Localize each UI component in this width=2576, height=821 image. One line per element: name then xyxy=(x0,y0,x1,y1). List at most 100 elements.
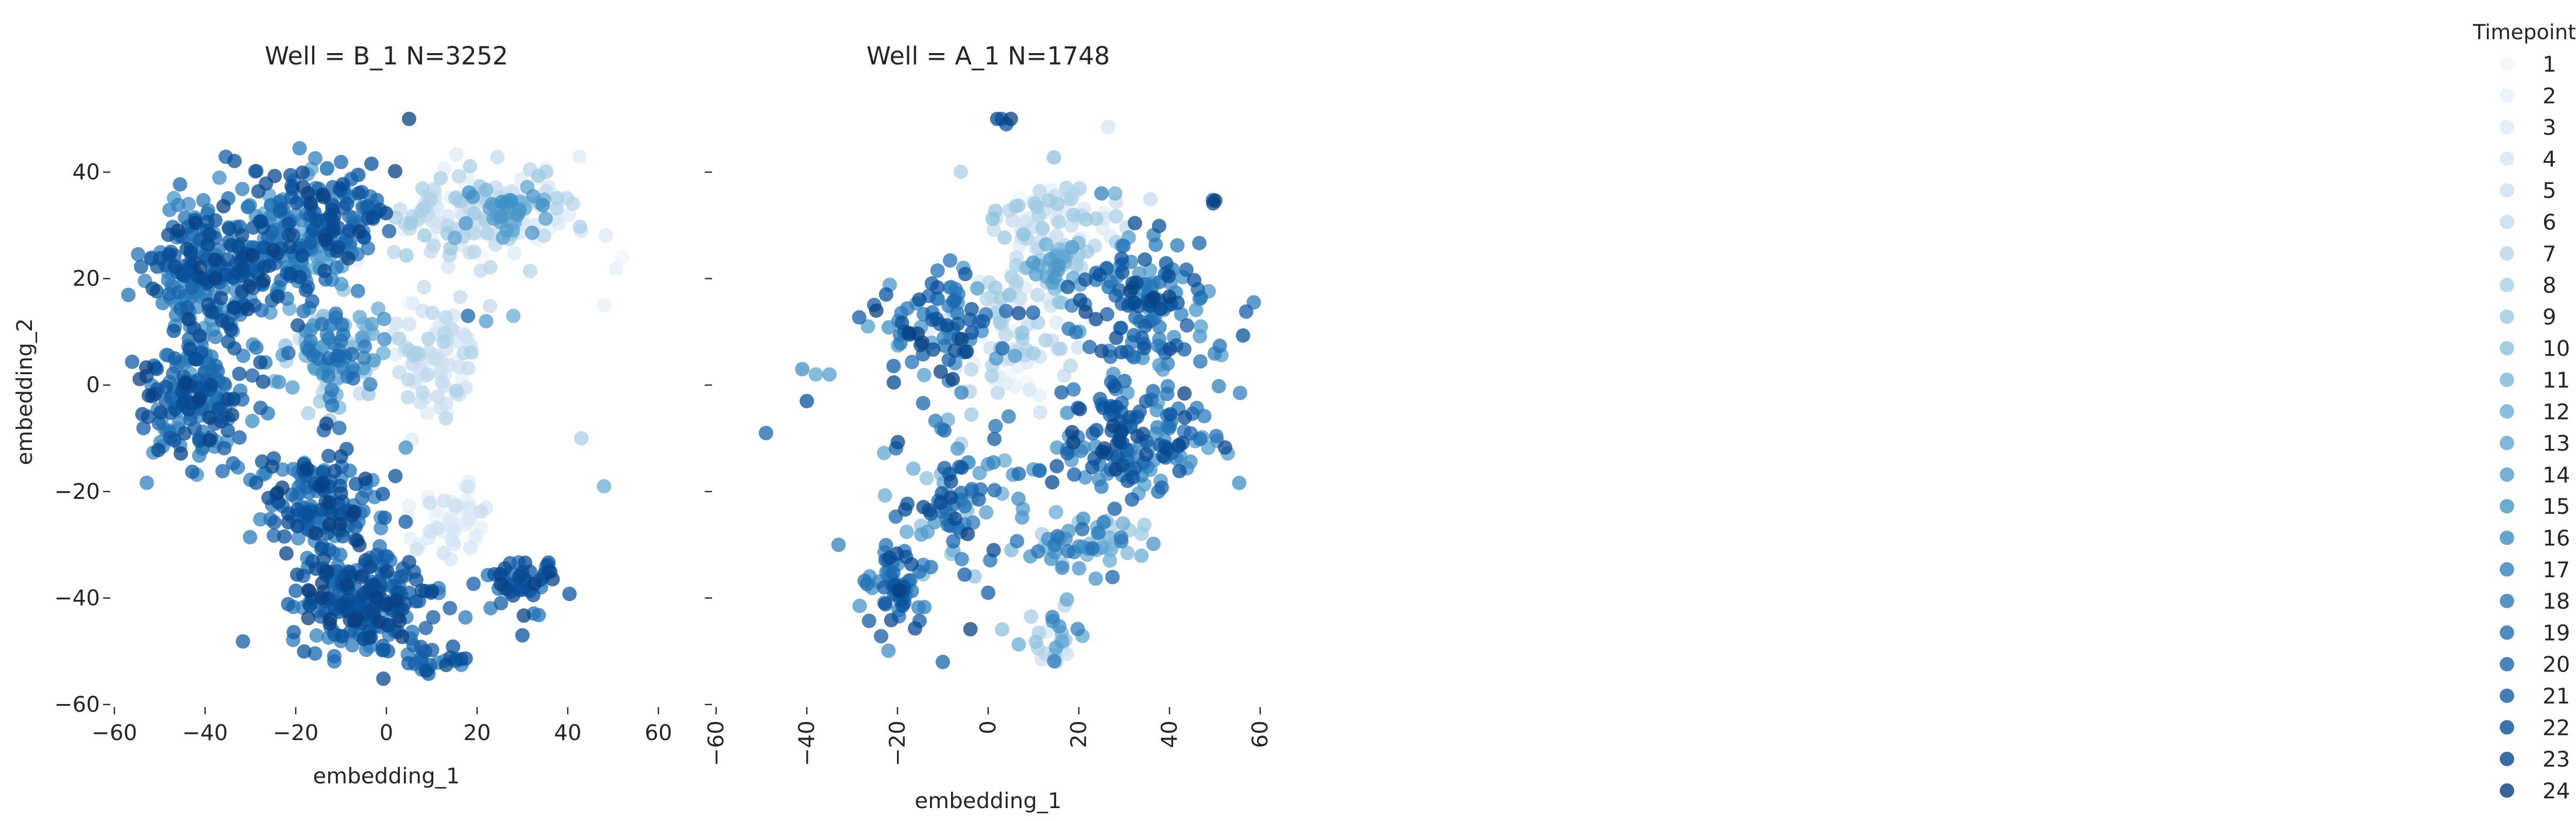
scatter-point xyxy=(256,273,271,288)
scatter-point xyxy=(1160,442,1175,457)
scatter-point xyxy=(301,406,316,421)
scatter-point xyxy=(139,360,154,375)
scatter-point xyxy=(312,479,327,494)
scatter-point xyxy=(1047,270,1062,285)
scatter-point xyxy=(857,574,872,589)
scatter-point xyxy=(217,441,232,456)
scatter-point xyxy=(1060,446,1075,461)
scatter-point xyxy=(333,516,348,531)
legend-label: 6 xyxy=(2543,210,2556,235)
scatter-point xyxy=(436,545,451,560)
scatter-point xyxy=(1189,303,1204,317)
scatter-point xyxy=(321,448,336,463)
scatter-point xyxy=(281,597,296,612)
scatter-point xyxy=(302,598,317,613)
scatter-point xyxy=(494,596,509,611)
scatter-point xyxy=(1146,537,1161,551)
scatter-point xyxy=(916,396,930,411)
scatter-point xyxy=(309,526,324,541)
scatter-point xyxy=(495,194,510,209)
scatter-point xyxy=(212,170,227,185)
scatter-point xyxy=(439,658,453,673)
scatter-point xyxy=(377,510,392,525)
scatter-point xyxy=(388,468,403,483)
x-tick-label: 0 xyxy=(380,720,394,745)
scatter-point xyxy=(202,410,217,425)
scatter-point xyxy=(420,367,435,382)
scatter-point xyxy=(272,375,286,390)
scatter-point xyxy=(265,459,280,474)
scatter-point xyxy=(162,203,177,217)
scatter-point xyxy=(403,216,418,231)
scatter-point xyxy=(1065,240,1080,255)
scatter-point xyxy=(266,243,281,258)
scatter-point xyxy=(1138,319,1153,333)
scatter-point xyxy=(289,195,304,210)
scatter-point xyxy=(430,389,445,404)
scatter-point xyxy=(506,308,521,323)
scatter-point xyxy=(316,584,331,599)
scatter-point xyxy=(1069,258,1084,273)
scatter-point xyxy=(350,167,365,182)
scatter-point xyxy=(1239,304,1253,319)
scatter-point xyxy=(301,343,316,358)
scatter-point xyxy=(531,169,546,183)
scatter-point xyxy=(245,248,260,263)
scatter-point xyxy=(167,259,182,274)
scatter-point xyxy=(1064,192,1079,207)
scatter-point xyxy=(943,253,958,268)
scatter-point xyxy=(435,375,450,390)
scatter-point xyxy=(1179,262,1194,277)
scatter-point xyxy=(1208,193,1223,208)
scatter-point xyxy=(1089,423,1104,438)
scatter-point xyxy=(1114,345,1129,360)
scatter-point xyxy=(1038,333,1053,348)
scatter-point xyxy=(971,492,986,507)
scatter-point xyxy=(418,621,433,635)
scatter-point xyxy=(211,401,226,416)
scatter-point xyxy=(979,505,994,520)
scatter-point xyxy=(1109,209,1124,224)
legend-label: 15 xyxy=(2543,494,2570,519)
scatter-point xyxy=(459,216,473,231)
scatter-point xyxy=(1139,447,1154,462)
scatter-point xyxy=(930,280,945,295)
scatter-point xyxy=(357,350,371,365)
scatter-point xyxy=(402,111,416,126)
scatter-point xyxy=(1046,150,1061,165)
scatter-point xyxy=(181,312,196,327)
scatter-point xyxy=(235,181,250,196)
scatter-point xyxy=(222,221,236,236)
scatter-point xyxy=(388,164,402,179)
scatter-point xyxy=(1099,307,1114,322)
scatter-point xyxy=(479,182,494,197)
scatter-point xyxy=(1053,341,1068,356)
scatter-point xyxy=(360,199,375,214)
scatter-point xyxy=(936,655,950,669)
scatter-point xyxy=(352,310,367,325)
scatter-point xyxy=(992,315,1007,330)
scatter-point xyxy=(1001,409,1016,424)
scatter-point xyxy=(249,475,263,490)
y-tick-label: −60 xyxy=(54,692,100,717)
scatter-point xyxy=(303,235,318,250)
scatter-point xyxy=(562,587,577,601)
scatter-point xyxy=(795,362,810,377)
scatter-point xyxy=(395,629,410,644)
scatter-point xyxy=(364,156,379,171)
scatter-point xyxy=(1193,329,1207,344)
scatter-point xyxy=(1047,654,1062,668)
scatter-point xyxy=(1170,238,1185,253)
scatter-point xyxy=(988,280,1003,295)
scatter-point xyxy=(930,263,945,278)
legend-label: 14 xyxy=(2543,462,2570,488)
scatter-point xyxy=(1128,310,1143,325)
scatter-point xyxy=(305,294,319,309)
scatter-point xyxy=(946,534,961,549)
scatter-point xyxy=(1162,289,1177,304)
scatter-point xyxy=(1008,348,1023,363)
scatter-point xyxy=(1002,288,1017,303)
scatter-point xyxy=(463,540,478,555)
scatter-point xyxy=(461,361,476,376)
scatter-point xyxy=(433,171,448,186)
